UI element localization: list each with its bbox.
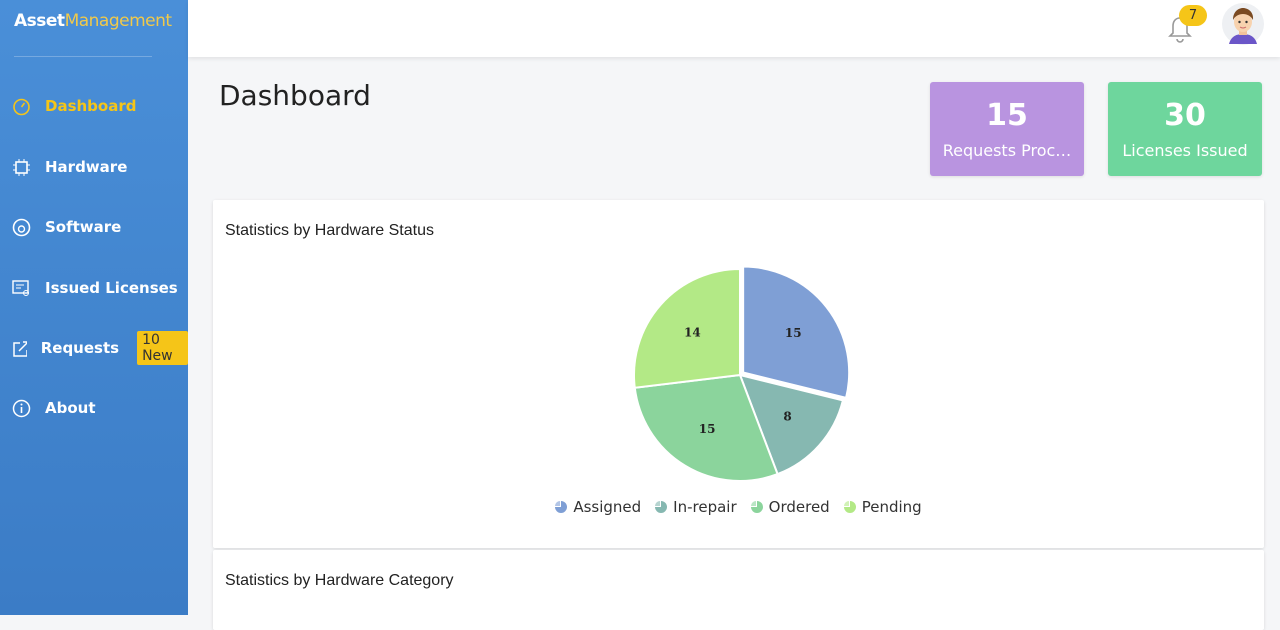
icon	[13, 340, 27, 357]
legend-item[interactable]: Ordered	[750, 498, 830, 516]
legend-label: Ordered	[768, 498, 830, 516]
nav-item[interactable]: Hardware	[12, 155, 127, 179]
stat-card[interactable]: 15 Requests Proc…	[930, 82, 1084, 176]
panel-title: Statistics by Hardware Category	[225, 572, 454, 589]
card-value: 30	[1164, 98, 1206, 133]
swatch	[555, 501, 568, 513]
nav-label: Software	[45, 218, 122, 236]
notification-badge: 7	[1179, 5, 1207, 26]
legend-label: Assigned	[573, 498, 642, 516]
brand-rest: Management	[64, 11, 173, 31]
legend-label: Pending	[861, 498, 922, 516]
icon	[13, 158, 30, 176]
card-label: Licenses Issued	[1122, 141, 1248, 160]
legend-item[interactable]: Pending	[843, 498, 922, 516]
nav-badge: 10 New	[137, 331, 188, 365]
brand[interactable]: AssetManagement	[14, 11, 172, 31]
nav-label: Requests	[40, 339, 120, 357]
icon	[12, 399, 31, 417]
chart-panel: Statistics by Hardware Status 15 8 15 14 As…	[213, 200, 1264, 548]
swatch	[843, 501, 856, 513]
avatar[interactable]	[1221, 2, 1265, 46]
legend: Assigned In-repair Ordered Pending	[213, 498, 1264, 516]
pie-slice	[633, 373, 779, 482]
chart-panel: Statistics by Hardware Category	[213, 550, 1264, 630]
swatch	[750, 501, 763, 513]
legend-swatch	[843, 501, 856, 513]
slice-label: 15	[699, 422, 716, 436]
card-value: 15	[986, 98, 1028, 133]
legend-swatch	[750, 501, 763, 513]
swatch	[843, 501, 849, 506]
page: AssetManagement Dashboard Hardware Softw…	[0, 0, 1280, 615]
swatch	[555, 501, 561, 506]
pie-slice	[738, 373, 845, 476]
nav-item[interactable]: Issued Licenses	[12, 276, 178, 300]
top-bar	[188, 0, 1280, 57]
stat-card[interactable]: 30 Licenses Issued	[1108, 82, 1262, 176]
swatch	[655, 501, 668, 513]
nav-label: Dashboard	[45, 97, 137, 115]
nav-item[interactable]: Dashboard	[12, 94, 136, 118]
pie-slice	[742, 265, 851, 400]
slice-label: 8	[783, 410, 791, 424]
nav-item[interactable]: About	[12, 396, 96, 420]
icon	[12, 218, 31, 236]
icon	[12, 279, 29, 296]
pie-slice	[633, 267, 741, 389]
slice-label: 14	[684, 325, 701, 339]
legend-item[interactable]: In-repair	[655, 498, 737, 516]
nav-label: Issued Licenses	[45, 279, 178, 297]
separator	[14, 56, 152, 57]
sidebar: AssetManagement Dashboard Hardware Softw…	[0, 0, 188, 615]
slice-label: 15	[785, 326, 802, 340]
brand-bold: Asset	[14, 11, 65, 31]
legend-label: In-repair	[673, 498, 737, 516]
swatch	[750, 501, 756, 506]
icon	[13, 98, 30, 115]
nav-label: Hardware	[45, 158, 128, 176]
legend-item[interactable]: Assigned	[555, 498, 641, 516]
nav-label: About	[45, 399, 96, 417]
nav-item[interactable]: Software	[12, 215, 121, 239]
card-label: Requests Proc…	[942, 141, 1072, 160]
pie-chart: 15 8 15 14	[633, 265, 851, 482]
legend-swatch	[655, 501, 668, 513]
legend-swatch	[555, 501, 568, 513]
chart-title: Statistics by Hardware Status	[225, 222, 434, 239]
swatch	[655, 501, 661, 506]
page-title: Dashboard	[219, 79, 371, 112]
nav-item[interactable]: Requests 10 New	[12, 331, 188, 365]
